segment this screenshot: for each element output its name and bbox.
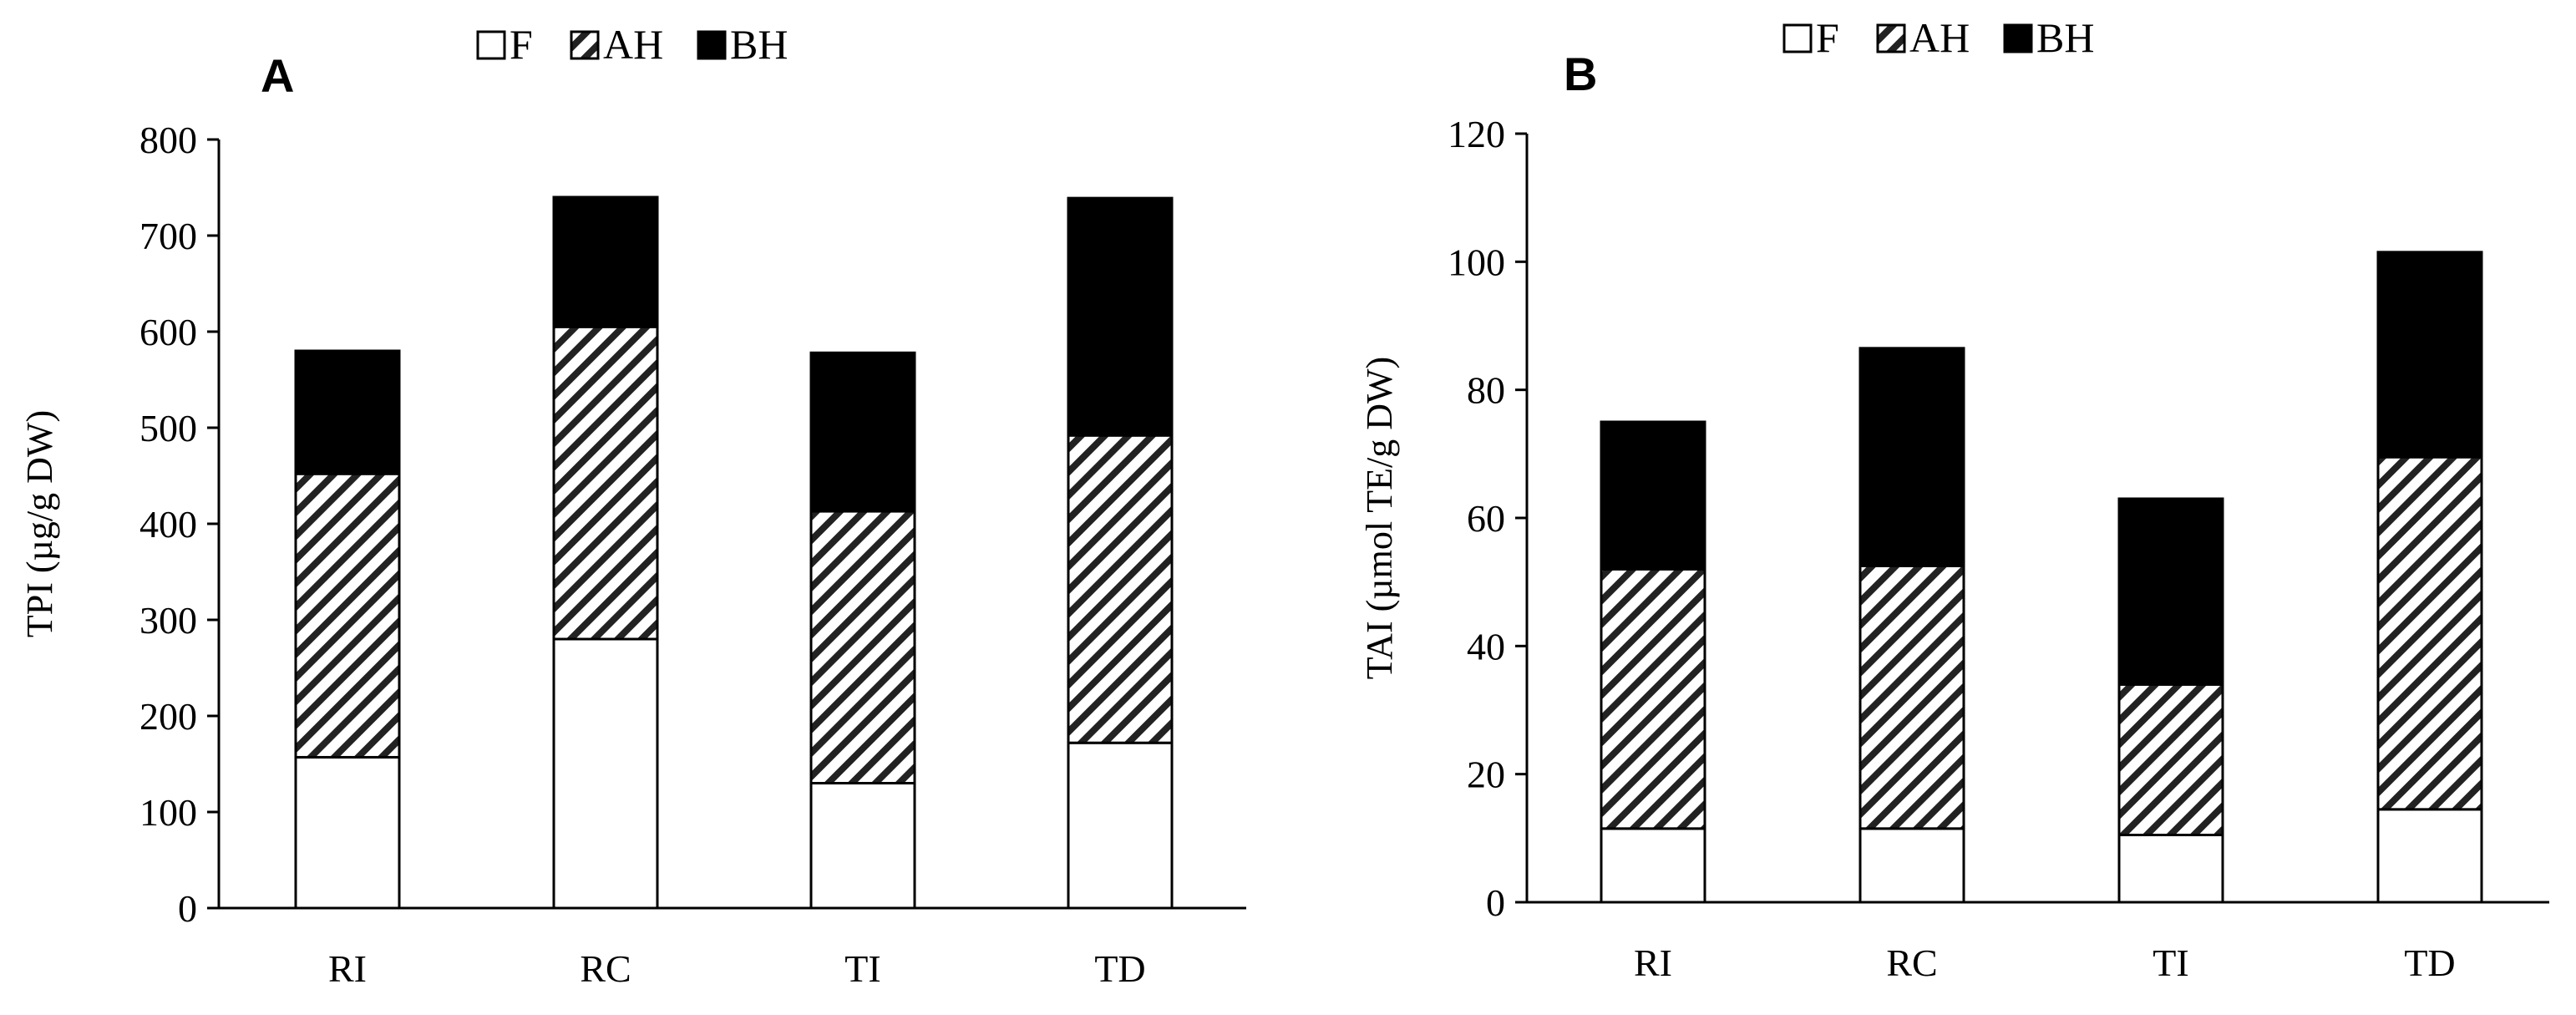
bar-rc-f	[552, 637, 659, 910]
bar-td-ah	[2376, 455, 2483, 811]
bar-rc-ah	[1858, 565, 1965, 830]
x-tick-label: RC	[1886, 941, 1937, 984]
bar-td-ah	[1067, 434, 1174, 744]
bar-rc-ah	[552, 325, 659, 641]
bar-td-bh	[1067, 196, 1174, 437]
bar-ri-ah	[294, 472, 401, 759]
legend-label-f: F	[510, 21, 533, 68]
panel-label: B	[1564, 48, 1597, 100]
legend-swatch-bh	[697, 30, 727, 60]
chart-panel-a: 0 100 200 300 400 500 600 700 800 RI RC TI TD TPI (µg…	[19, 21, 1246, 990]
bar-ti-bh	[2117, 497, 2224, 686]
bar-td-f	[1067, 741, 1174, 910]
x-tick-label: TD	[1094, 947, 1145, 990]
legend-swatch-ah	[570, 30, 600, 60]
x-tick-label: RI	[1634, 941, 1672, 984]
y-axis-title: TAI (µmol TE/g DW)	[1359, 357, 1400, 679]
legend-label-bh: BH	[730, 21, 788, 68]
y-tick-label: 0	[178, 887, 197, 930]
x-tick-label: RC	[580, 947, 631, 990]
panel-label: A	[261, 49, 294, 102]
y-tick-label: 300	[139, 599, 197, 642]
y-tick-label: 600	[139, 311, 197, 353]
y-tick-label: 120	[1448, 113, 1505, 155]
y-tick-label: 20	[1467, 754, 1505, 796]
legend-swatch-f	[476, 30, 506, 60]
y-tick-label: 500	[139, 407, 197, 449]
bar-td-f	[2376, 808, 2483, 904]
bar-ti-ah	[2117, 683, 2224, 836]
x-tick-label: RI	[328, 947, 367, 990]
x-tick-label: TI	[2153, 941, 2188, 984]
y-tick-label: 60	[1467, 497, 1505, 540]
legend-swatch-f	[1782, 23, 1813, 53]
legend-label-ah: AH	[1909, 14, 1970, 61]
legend-label-ah: AH	[603, 21, 663, 68]
bar-ri-f	[294, 755, 401, 910]
y-axis-title: TPI (µg/g DW)	[19, 410, 60, 637]
y-tick-label: 0	[1486, 881, 1505, 924]
chart-panel-b: 0 20 40 60 80 100 120 RI RC TI TD TAI (µmol TE/g DW…	[1359, 14, 2549, 984]
legend-label-bh: BH	[2036, 14, 2094, 61]
legend-label-f: F	[1816, 14, 1839, 61]
y-tick-label: 40	[1467, 625, 1505, 667]
bar-ti-bh	[809, 351, 916, 513]
bar-ti-f	[809, 782, 916, 910]
y-tick-label: 400	[139, 503, 197, 546]
bar-rc-bh	[1858, 347, 1965, 567]
bar-td-bh	[2376, 251, 2483, 459]
legend-swatch-ah	[1876, 23, 1906, 53]
bar-ri-ah	[1600, 567, 1706, 830]
x-tick-label: TI	[844, 947, 880, 990]
x-tick-label: TD	[2404, 941, 2455, 984]
bar-rc-bh	[552, 195, 659, 328]
bar-rc-f	[1858, 827, 1965, 904]
bar-ri-bh	[1600, 420, 1706, 571]
y-tick-label: 700	[139, 215, 197, 257]
y-tick-label: 100	[139, 791, 197, 834]
legend-swatch-bh	[2003, 23, 2033, 53]
y-tick-label: 100	[1448, 241, 1505, 283]
y-tick-label: 80	[1467, 369, 1505, 412]
y-tick-label: 200	[139, 695, 197, 738]
y-tick-label: 800	[139, 119, 197, 161]
bar-ti-f	[2117, 834, 2224, 904]
bar-ri-f	[1600, 827, 1706, 904]
bar-ti-ah	[809, 510, 916, 784]
bar-ri-bh	[294, 349, 401, 475]
